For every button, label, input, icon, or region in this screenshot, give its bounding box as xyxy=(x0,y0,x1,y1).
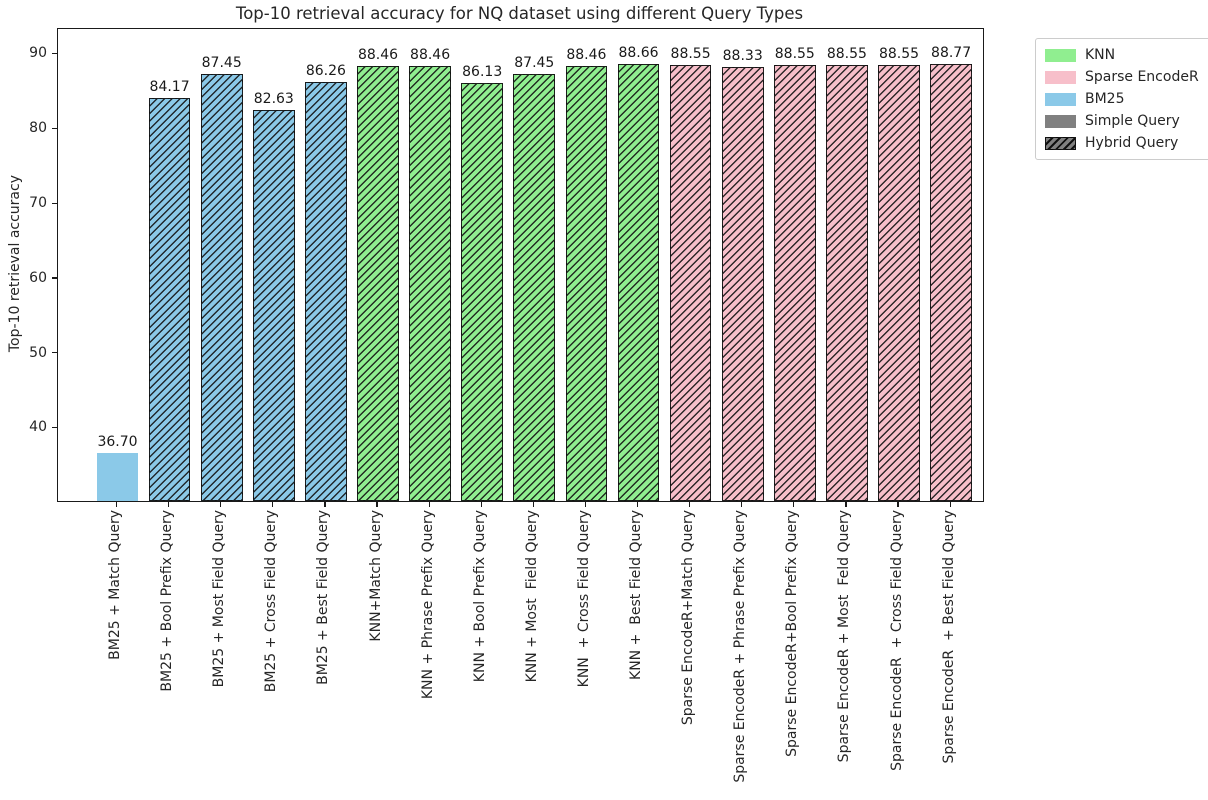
x-tick-label: KNN+Match Query xyxy=(367,510,384,642)
bar xyxy=(200,73,243,501)
x-tick-label: BM25 + Most Field Query xyxy=(211,510,228,688)
bar xyxy=(409,65,451,501)
x-tick-mark xyxy=(845,501,847,507)
bar-value-label: 87.45 xyxy=(201,54,242,71)
x-tick-label: Sparse EncodeR+Bool Prefix Query xyxy=(784,510,801,757)
x-tick-mark xyxy=(428,501,430,507)
legend-item: BM25 xyxy=(1045,91,1199,107)
bar-value-label: 86.13 xyxy=(462,64,503,81)
bar xyxy=(252,109,295,501)
x-tick-mark xyxy=(897,501,899,507)
y-tick-label: 70 xyxy=(29,195,47,212)
x-tick-label: Sparse EncodeR+Match Query xyxy=(680,510,697,726)
bar-value-label: 88.46 xyxy=(357,46,399,63)
y-tick-mark xyxy=(52,52,57,55)
bar xyxy=(461,83,504,501)
legend-swatch xyxy=(1045,48,1076,62)
x-tick-mark xyxy=(480,501,482,507)
y-tick-mark xyxy=(52,127,57,130)
y-tick-mark xyxy=(52,426,57,429)
x-tick-label: Sparse EncodeR + Most Feld Query xyxy=(836,510,853,763)
bar xyxy=(878,65,920,501)
x-tick-label: Sparse EncodeR + Best Field Query xyxy=(940,510,957,764)
legend-swatch xyxy=(1045,136,1076,150)
bar xyxy=(617,64,660,501)
bar xyxy=(513,73,556,501)
x-tick-mark xyxy=(949,501,951,507)
bar xyxy=(773,65,816,501)
x-tick-label: KNN + Phrase Prefix Query xyxy=(419,510,436,700)
bar-value-label: 36.70 xyxy=(97,434,138,451)
x-tick-label: BM25 + Best Field Query xyxy=(315,510,332,685)
x-tick-label: KNN + Most Field Query xyxy=(523,510,540,683)
y-tick-label: 60 xyxy=(29,269,47,286)
bar-value-label: 87.45 xyxy=(514,54,555,71)
bar-value-label: 88.33 xyxy=(722,47,763,64)
bar-value-label: 82.63 xyxy=(253,90,294,107)
bar-value-label: 88.55 xyxy=(826,46,867,63)
y-tick-label: 50 xyxy=(29,344,47,361)
bar-value-label: 88.55 xyxy=(774,46,815,63)
plot-area: 36.70 84.17 87.45 82.63 86.26 88.46 88.46 86.13… xyxy=(57,28,984,502)
legend: KNN Sparse EncodeR BM25 Simple Query Hybrid … xyxy=(1035,38,1208,160)
legend-swatch xyxy=(1045,114,1076,128)
legend-swatch xyxy=(1045,92,1076,106)
x-tick-label: KNN + Best Field Query xyxy=(628,510,644,680)
x-tick-mark xyxy=(115,501,118,507)
legend-item: Sparse EncodeR xyxy=(1045,69,1199,85)
y-tick-mark xyxy=(52,202,57,204)
x-tick-mark xyxy=(376,501,378,507)
bar-value-label: 88.55 xyxy=(878,46,920,63)
x-tick-mark xyxy=(220,501,222,507)
bar xyxy=(357,65,399,501)
bar xyxy=(565,65,608,501)
x-tick-mark xyxy=(324,501,326,507)
x-tick-label: BM25 + Bool Prefix Query xyxy=(159,510,176,692)
bar-value-label: 88.55 xyxy=(670,46,711,63)
bar xyxy=(930,63,972,501)
x-tick-label: KNN + Cross Field Query xyxy=(575,510,592,688)
x-tick-label: BM25 + Cross Field Query xyxy=(263,510,280,693)
x-tick-mark xyxy=(584,501,587,507)
bar xyxy=(669,65,712,501)
x-tick-label: KNN + Bool Prefix Query xyxy=(471,510,488,683)
bar-value-label: 86.26 xyxy=(305,63,346,80)
bar-value-label: 88.46 xyxy=(410,46,451,63)
x-tick-mark xyxy=(741,501,743,507)
bar xyxy=(96,453,139,501)
bar xyxy=(721,66,764,501)
legend-swatch xyxy=(1045,70,1076,84)
legend-label: KNN xyxy=(1085,47,1116,63)
x-tick-label: Sparse EncodeR + Cross Field Query xyxy=(888,510,905,771)
y-tick-label: 40 xyxy=(29,419,47,436)
legend-label: BM25 xyxy=(1085,91,1125,107)
x-tick-mark xyxy=(272,501,274,507)
x-tick-mark xyxy=(532,501,534,507)
y-tick-mark xyxy=(52,277,57,279)
x-tick-mark xyxy=(168,501,170,507)
bar xyxy=(305,82,347,501)
bar-value-label: 84.17 xyxy=(149,79,190,96)
legend-label: Sparse EncodeR xyxy=(1085,69,1199,85)
chart-title: Top-10 retrieval accuracy for NQ dataset… xyxy=(235,4,804,23)
x-tick-mark xyxy=(793,501,795,507)
bar-value-label: 88.46 xyxy=(566,46,607,63)
legend-label: Simple Query xyxy=(1085,113,1180,129)
legend-item: Hybrid Query xyxy=(1045,135,1199,151)
x-tick-label: BM25 + Match Query xyxy=(107,510,123,660)
x-tick-mark xyxy=(636,501,639,507)
y-tick-label: 90 xyxy=(29,45,47,62)
bar-value-label: 88.66 xyxy=(618,45,659,62)
bar xyxy=(826,65,868,501)
legend-label: Hybrid Query xyxy=(1085,135,1179,151)
x-tick-label: Sparse EncodeR + Phrase Prefix Query xyxy=(732,510,749,783)
bar xyxy=(148,98,191,501)
y-tick-mark xyxy=(52,352,57,354)
bar-value-label: 88.77 xyxy=(931,44,972,61)
legend-item: KNN xyxy=(1045,47,1199,63)
y-tick-label: 80 xyxy=(29,120,47,137)
x-tick-mark xyxy=(689,501,691,507)
legend-item: Simple Query xyxy=(1045,113,1199,129)
